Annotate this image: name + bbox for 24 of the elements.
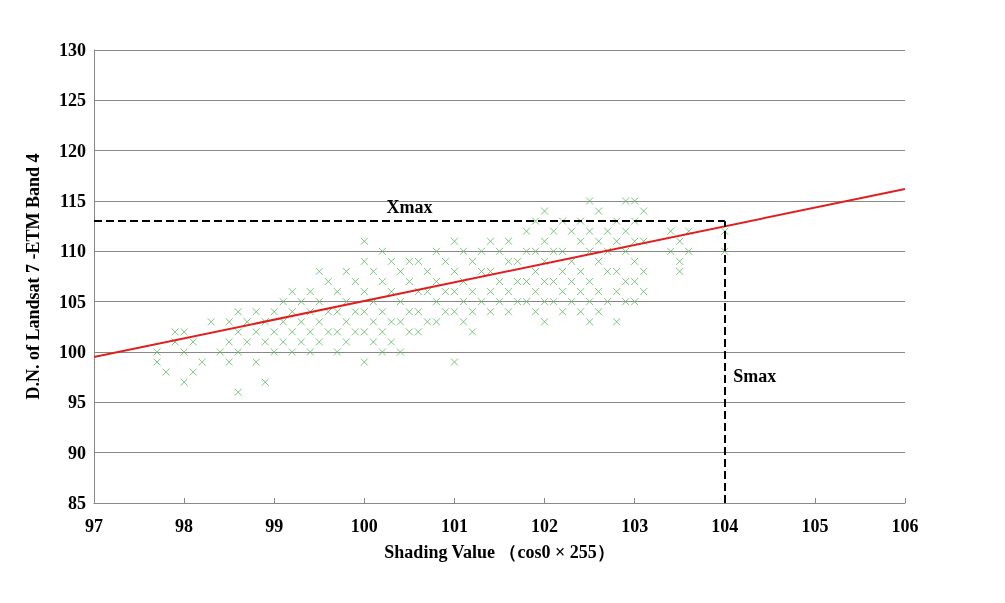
y-tick-label: 85 xyxy=(68,493,86,513)
y-tick-label: 95 xyxy=(68,392,86,413)
x-tick-label: 99 xyxy=(265,516,284,536)
y-tick-label: 115 xyxy=(59,191,86,211)
x-tick-label: 98 xyxy=(175,516,194,536)
y-tick-label: 110 xyxy=(59,241,86,262)
ref-line-label: Smax xyxy=(733,366,777,387)
y-tick-label: 120 xyxy=(59,140,86,161)
x-tick-label: 101 xyxy=(440,516,468,536)
x-tick-label: 105 xyxy=(801,516,829,536)
y-axis-title: D.N. of Landsat 7 -ETM Band 4 xyxy=(23,153,43,400)
x-tick-label: 97 xyxy=(85,516,103,536)
x-tick-label: 102 xyxy=(531,516,559,536)
x-tick-label: 106 xyxy=(891,516,919,536)
x-tick-label: 100 xyxy=(350,516,378,536)
x-axis-title: Shading Value （cos0 × 255） xyxy=(384,542,615,562)
y-tick-label: 130 xyxy=(59,40,86,60)
y-tick-label: 105 xyxy=(59,291,86,312)
y-tick-label: 100 xyxy=(59,342,86,362)
y-tick-label: 125 xyxy=(59,90,86,111)
x-tick-label: 103 xyxy=(621,516,649,536)
x-tick-label: 104 xyxy=(711,516,739,536)
y-tick-label: 90 xyxy=(68,442,86,463)
ref-line-label: Xmax xyxy=(386,197,433,218)
